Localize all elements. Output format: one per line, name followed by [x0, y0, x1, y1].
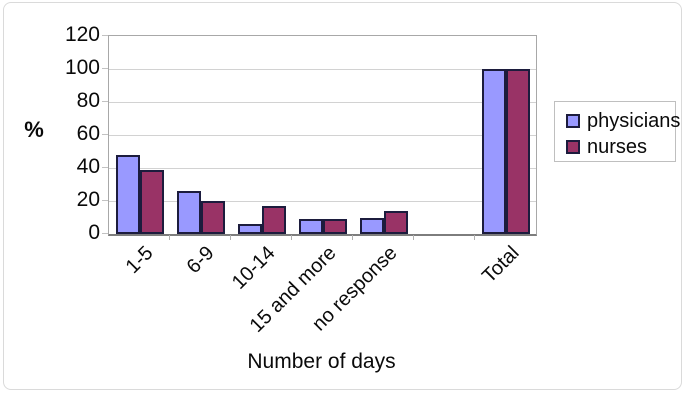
y-tick-label-40: 40: [76, 155, 100, 178]
bar-nurses-Total: [505, 69, 530, 234]
legend: physicians nurses: [554, 101, 680, 162]
y-axis-title: %: [24, 117, 44, 142]
x-axis-tick-5: [413, 235, 414, 240]
x-axis-tick-1: [169, 235, 170, 240]
y-tick-label-80: 80: [76, 89, 100, 112]
bar-physicians-6-9: [176, 191, 201, 234]
y-tick-label-100: 100: [64, 56, 100, 79]
y-axis-tick-20: [102, 200, 108, 201]
gridline-80: [109, 102, 536, 103]
legend-entry-nurses: nurses: [566, 136, 675, 158]
bar-physicians-15 and more: [298, 219, 323, 234]
bar-nurses-1-5: [139, 169, 164, 234]
legend-entries: physicians nurses: [566, 110, 680, 158]
y-tick-label-20: 20: [76, 188, 100, 211]
x-axis-tick-4: [352, 235, 353, 240]
bar-nurses-15 and more: [322, 219, 347, 234]
x-axis-title: Number of days: [247, 350, 396, 373]
gridline-40: [109, 168, 536, 169]
legend-label-physicians: physicians: [587, 110, 681, 132]
bar-physicians-10-14: [237, 224, 262, 234]
x-axis-tick-6: [474, 235, 475, 240]
gridline-60: [109, 135, 536, 136]
y-axis-tick-80: [102, 101, 108, 102]
x-axis-tick-2: [230, 235, 231, 240]
y-tick-label-120: 120: [64, 23, 100, 46]
bar-physicians-no response: [359, 217, 384, 234]
bar-nurses-10-14: [261, 205, 286, 234]
bar-physicians-Total: [481, 69, 506, 234]
y-axis-tick-40: [102, 167, 108, 168]
bar-nurses-6-9: [200, 201, 225, 234]
legend-swatch-nurses: [566, 140, 580, 154]
plot-area: [108, 35, 537, 236]
x-axis-tick-3: [291, 235, 292, 240]
y-axis-tick-100: [102, 68, 108, 69]
legend-entry-physicians: physicians: [566, 110, 680, 132]
y-axis-tick-60: [102, 134, 108, 135]
y-axis-tick-120: [102, 35, 108, 36]
y-tick-label-60: 60: [76, 122, 100, 145]
bar-nurses-no response: [383, 210, 408, 234]
gridline-100: [109, 69, 536, 70]
y-axis-tick-0: [102, 233, 108, 234]
y-tick-label-0: 0: [88, 221, 100, 244]
gridline-20: [109, 201, 536, 202]
legend-swatch-physicians: [566, 114, 580, 128]
legend-label-nurses: nurses: [587, 136, 648, 158]
bar-physicians-1-5: [115, 154, 140, 234]
